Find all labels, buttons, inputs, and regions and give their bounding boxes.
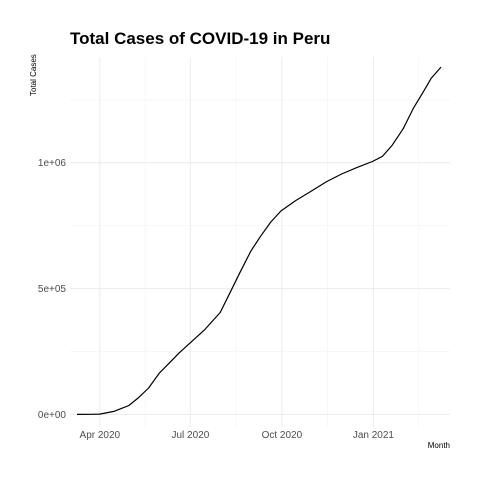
plot-area: [76, 66, 442, 415]
y-tick-label: 5e+05: [38, 284, 67, 295]
grid: [70, 57, 450, 427]
tick-labels: Apr 2020 Jul 2020 Oct 2020 Jan 2021 0e+00 5e+…: [38, 158, 395, 441]
x-tick-label: Apr 2020: [80, 430, 121, 441]
cases-line: [76, 66, 442, 415]
x-tick-label: Jul 2020: [171, 430, 209, 441]
x-tick-label: Jan 2021: [353, 430, 395, 441]
x-axis-title: Month: [428, 441, 450, 450]
y-axis-title: Total Cases: [29, 54, 38, 96]
y-tick-label: 1e+06: [38, 158, 67, 169]
chart-title: Total Cases of COVID-19 in Peru: [70, 29, 330, 48]
y-tick-label: 0e+00: [38, 410, 67, 421]
x-tick-label: Oct 2020: [262, 430, 303, 441]
